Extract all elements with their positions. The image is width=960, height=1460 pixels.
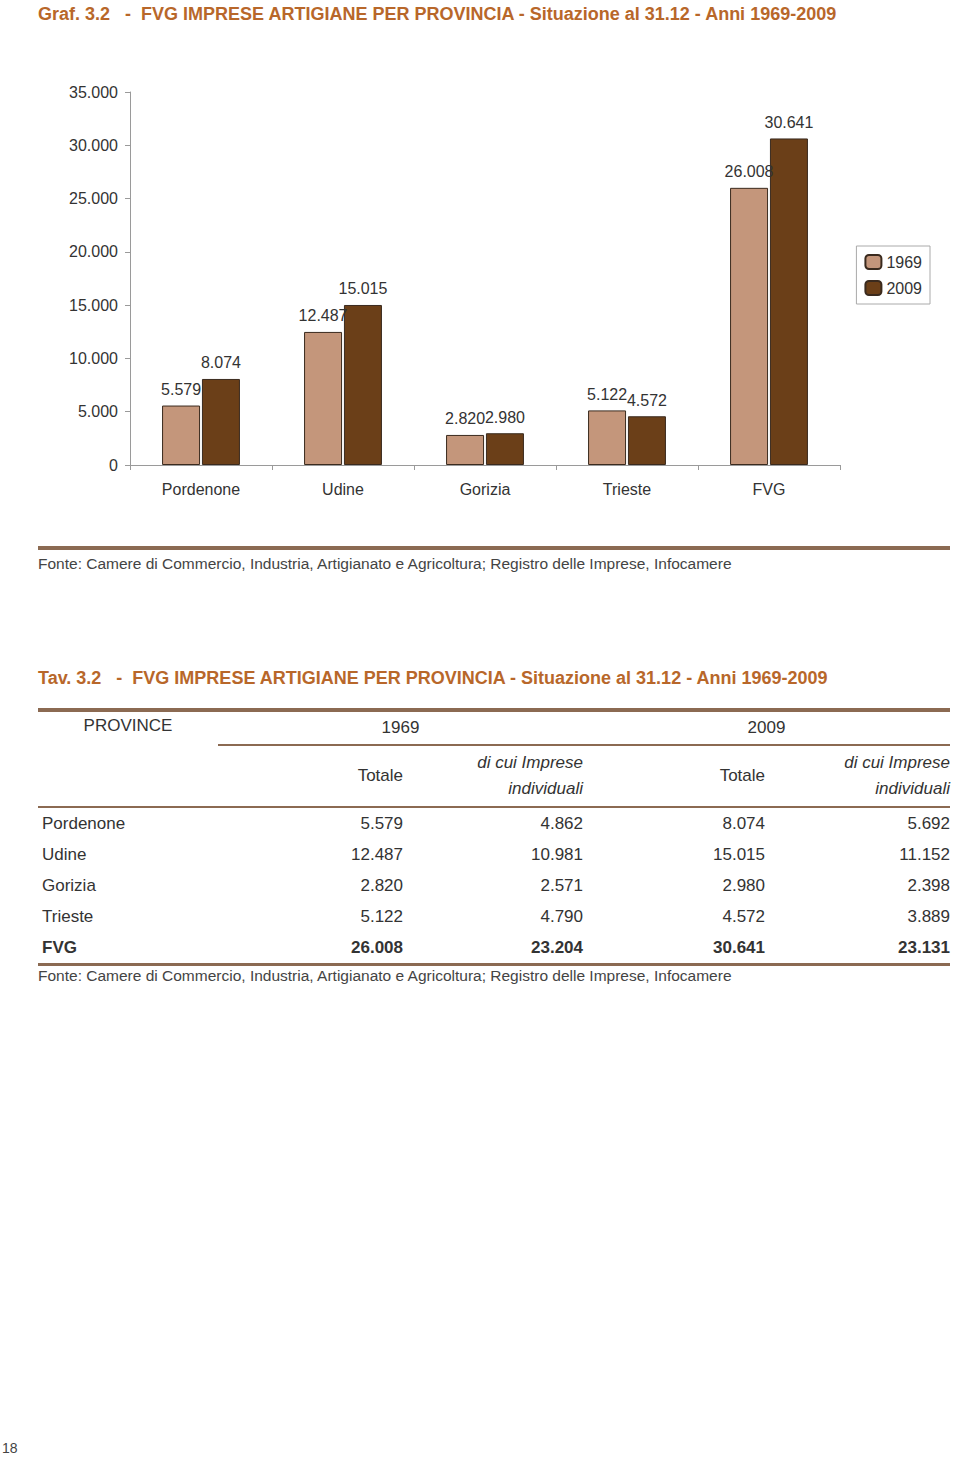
svg-text:2009: 2009 [886, 280, 922, 297]
html-text:4.572: 4.572 [722, 906, 765, 926]
html-text:Graf. 3.2 - FVG IMPRESE ARTIGI: Graf. 3.2 - FVG IMPRESE ARTIGIANE PER PR… [38, 4, 837, 24]
svg-text:5.000: 5.000 [78, 403, 118, 420]
svg-text:0: 0 [109, 457, 118, 474]
html-text:FVG: FVG [42, 937, 77, 957]
svg-text:12.487: 12.487 [299, 307, 348, 324]
html-text:Pordenone: Pordenone [42, 813, 126, 833]
svg-text:26.008: 26.008 [725, 163, 774, 180]
html-text:8.074: 8.074 [722, 813, 765, 833]
html-text:Gorizia: Gorizia [42, 875, 96, 895]
html-text:Totale: Totale [719, 766, 765, 785]
svg-text:35.000: 35.000 [69, 84, 118, 101]
html-text:26.008: 26.008 [351, 937, 403, 957]
html-text:30.641: 30.641 [713, 937, 765, 957]
svg-text:4.572: 4.572 [627, 392, 667, 409]
html-text:PROVINCE: PROVINCE [83, 716, 173, 735]
html-text:2.398: 2.398 [907, 875, 950, 895]
html-text:Fonte: Camere di Commercio, In: Fonte: Camere di Commercio, Industria, A… [38, 555, 732, 572]
svg-text:5.122: 5.122 [587, 386, 627, 403]
svg-text:15.015: 15.015 [338, 280, 387, 297]
html-text:10.981: 10.981 [531, 844, 583, 864]
html-text:2.571: 2.571 [540, 875, 583, 895]
svg-text:Trieste: Trieste [603, 481, 651, 498]
html-text:5.579: 5.579 [360, 813, 403, 833]
html-text:2.820: 2.820 [360, 875, 403, 895]
html-text:2.980: 2.980 [722, 875, 765, 895]
html-text:di cui Imprese individuali: di cui Imprese individuali [844, 753, 950, 798]
svg-text:25.000: 25.000 [69, 190, 118, 207]
svg-text:5.579: 5.579 [161, 381, 201, 398]
html-text:1969: 1969 [381, 718, 420, 737]
svg-text:15.000: 15.000 [69, 297, 118, 314]
html-text:3.889: 3.889 [907, 906, 950, 926]
html-text:Totale: Totale [357, 766, 403, 785]
html-text:Trieste: Trieste [42, 906, 94, 926]
svg-text:Gorizia: Gorizia [460, 481, 511, 498]
html-text:Udine: Udine [42, 844, 87, 864]
html-text:15.015: 15.015 [713, 844, 765, 864]
html-text:5.692: 5.692 [907, 813, 950, 833]
html-text:2009: 2009 [747, 718, 786, 737]
svg-text:30.000: 30.000 [69, 137, 118, 154]
html-text:23.204: 23.204 [531, 937, 583, 957]
svg-text:30.641: 30.641 [764, 114, 813, 131]
html-text:5.122: 5.122 [360, 906, 403, 926]
svg-text:2.980: 2.980 [485, 409, 525, 426]
html-text:11.152: 11.152 [899, 844, 950, 864]
html-text:4.790: 4.790 [540, 906, 583, 926]
svg-text:Udine: Udine [322, 481, 364, 498]
svg-text:Pordenone: Pordenone [162, 481, 240, 498]
svg-text:2.820: 2.820 [445, 410, 485, 427]
svg-text:FVG: FVG [753, 481, 786, 498]
svg-text:10.000: 10.000 [69, 350, 118, 367]
svg-text:20.000: 20.000 [69, 243, 118, 260]
html-text:18: 18 [2, 1440, 18, 1456]
svg-text:1969: 1969 [886, 254, 922, 271]
html-text:Tav. 3.2 - FVG IMPRESE ARTIGIA: Tav. 3.2 - FVG IMPRESE ARTIGIANE PER PRO… [38, 668, 828, 688]
html-text:di cui Imprese individuali: di cui Imprese individuali [477, 753, 583, 798]
html-text:4.862: 4.862 [540, 813, 583, 833]
svg-text:8.074: 8.074 [201, 354, 241, 371]
html-text:Fonte: Camere di Commercio, In: Fonte: Camere di Commercio, Industria, A… [38, 967, 732, 984]
html-text:12.487: 12.487 [351, 844, 403, 864]
html-text:23.131: 23.131 [898, 937, 950, 957]
